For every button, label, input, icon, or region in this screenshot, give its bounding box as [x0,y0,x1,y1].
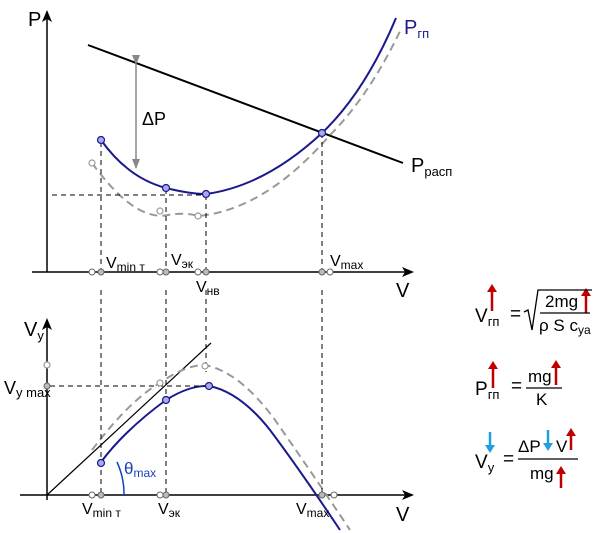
svg-text:=: = [503,449,514,470]
vy-max-label: Vy max [4,378,51,400]
svg-text:ρ S cya: ρ S cya [539,316,591,337]
arrow-up-icon [556,466,566,488]
top-y-axis-label: P [28,9,41,31]
sqrt-sign [523,289,592,331]
arrow-up-icon [581,288,591,313]
theta-arc [116,461,125,496]
required-thrust-label: Pгп [404,17,429,41]
svg-text:2mg: 2mg [545,292,578,311]
top-tick-vek: Vэк [171,252,194,271]
top-tick-vmin: Vmin т [106,255,145,274]
svg-text:Vy: Vy [475,452,495,475]
svg-text:K: K [536,390,548,409]
tangent-line [46,342,212,496]
svg-text:V: V [556,437,568,456]
required-thrust-curve-dashed [91,26,403,218]
top-guides [52,133,323,272]
svg-text:=: = [510,304,521,325]
svg-text:mg: mg [528,367,552,386]
arrow-down-icon [485,432,495,453]
bottom-tick-vek: Vэк [158,501,181,520]
arrow-up-icon [488,361,498,388]
top-points [96,128,327,199]
bottom-points-dashed [43,361,209,387]
svg-text:ΔP: ΔP [518,437,541,456]
arrow-up-icon [566,428,576,450]
arrow-up-icon [551,360,561,385]
bottom-guides [50,290,323,495]
arrow-up-icon [487,284,497,311]
arrow-down-icon [543,430,553,451]
top-points-dashed [88,159,202,220]
bottom-x-axis-label: V [396,504,410,526]
available-thrust-label: Pрасп [411,155,452,179]
delta-p-label: ΔP [142,109,166,129]
svg-text:mg: mg [530,464,554,483]
theta-max-label: θmax [124,459,156,480]
svg-text:=: = [511,376,522,397]
formula-2: Pгп = mg K [475,367,562,409]
required-thrust-curve [100,17,397,196]
bottom-axis-points [43,382,338,499]
bottom-tick-vmax: Vmax [296,501,329,520]
svg-text:Vгп: Vгп [475,306,499,329]
bottom-y-axis-label: Vy [24,319,44,343]
top-plot: P V ΔP Pгп Pрасп Vmin т Vэк Vнв Vmax [28,9,452,302]
climb-rate-curve-dashed [91,363,351,531]
top-tick-vmax: Vmax [330,253,363,272]
top-x-axis-label: V [396,280,410,302]
bottom-plot: Vy V Vy max θmax Vmin т Vэк Vmax [4,290,414,531]
top-tick-vnv: Vнв [196,279,220,298]
bottom-tick-vmin: Vmin т [82,501,121,520]
formula-arrows [485,284,591,488]
formula-3: Vy = ΔP V mg [475,437,578,483]
available-thrust-line [87,44,404,164]
formula-1: Vгп = 2mg ρ S cya [475,289,592,337]
bottom-points [96,381,214,468]
svg-text:Pгп: Pгп [475,379,499,402]
top-axis-points [88,268,334,276]
